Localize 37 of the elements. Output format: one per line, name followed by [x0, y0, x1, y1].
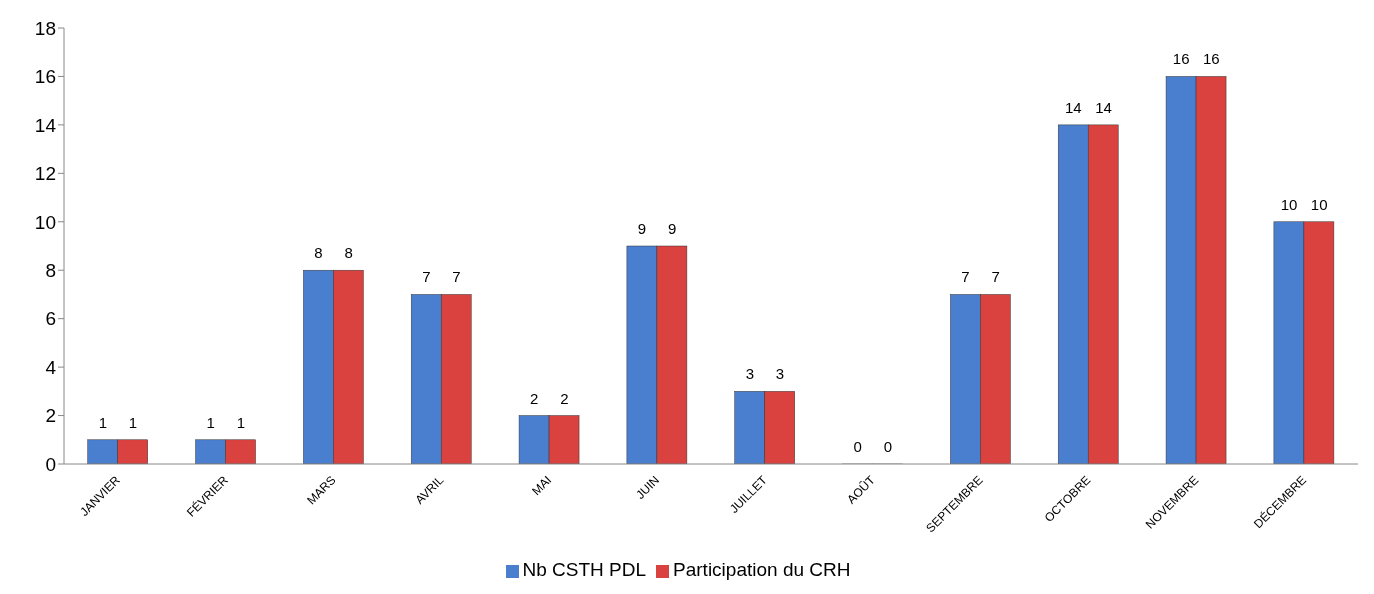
data-label: 9: [668, 220, 677, 237]
y-tick-label: 4: [45, 356, 57, 378]
data-label: 1: [98, 413, 107, 431]
y-tick-label: 12: [34, 163, 56, 185]
y-tick-label: 16: [34, 66, 56, 88]
data-label: 14: [1064, 98, 1082, 116]
data-label: 7: [422, 268, 431, 286]
x-tick-label: MAI: [529, 473, 555, 499]
data-label: 7: [452, 268, 461, 286]
data-label: 16: [1172, 50, 1190, 68]
data-label: 3: [745, 365, 754, 383]
data-label: 8: [344, 244, 353, 262]
data-label: 10: [1280, 195, 1298, 213]
data-label: 2: [529, 389, 539, 407]
data-label: 14: [1095, 98, 1112, 116]
legend-label: Nb CSTH PDL: [522, 559, 647, 580]
data-label: 9: [637, 220, 647, 237]
data-label: 3: [775, 365, 785, 383]
data-label: 10: [1310, 195, 1328, 213]
data-label: 1: [128, 413, 138, 431]
data-label: 0: [853, 438, 862, 455]
data-label: 0: [883, 438, 893, 455]
y-tick-label: 10: [34, 211, 56, 233]
data-label: 1: [236, 413, 246, 431]
y-tick-label: 6: [45, 308, 56, 330]
y-tick-label: 8: [45, 259, 56, 281]
data-label: 16: [1203, 50, 1220, 68]
data-label: 8: [314, 244, 323, 262]
data-label: 1: [206, 413, 215, 431]
y-tick-label: 0: [45, 453, 56, 475]
legend-label: Participation du CRH: [673, 559, 851, 580]
data-label: 2: [560, 389, 569, 407]
y-tick-label: 14: [34, 114, 57, 136]
data-label: 7: [961, 268, 970, 286]
y-tick-label: 2: [45, 405, 56, 427]
y-tick-label: 18: [34, 17, 56, 39]
data-label: 7: [991, 268, 1000, 286]
